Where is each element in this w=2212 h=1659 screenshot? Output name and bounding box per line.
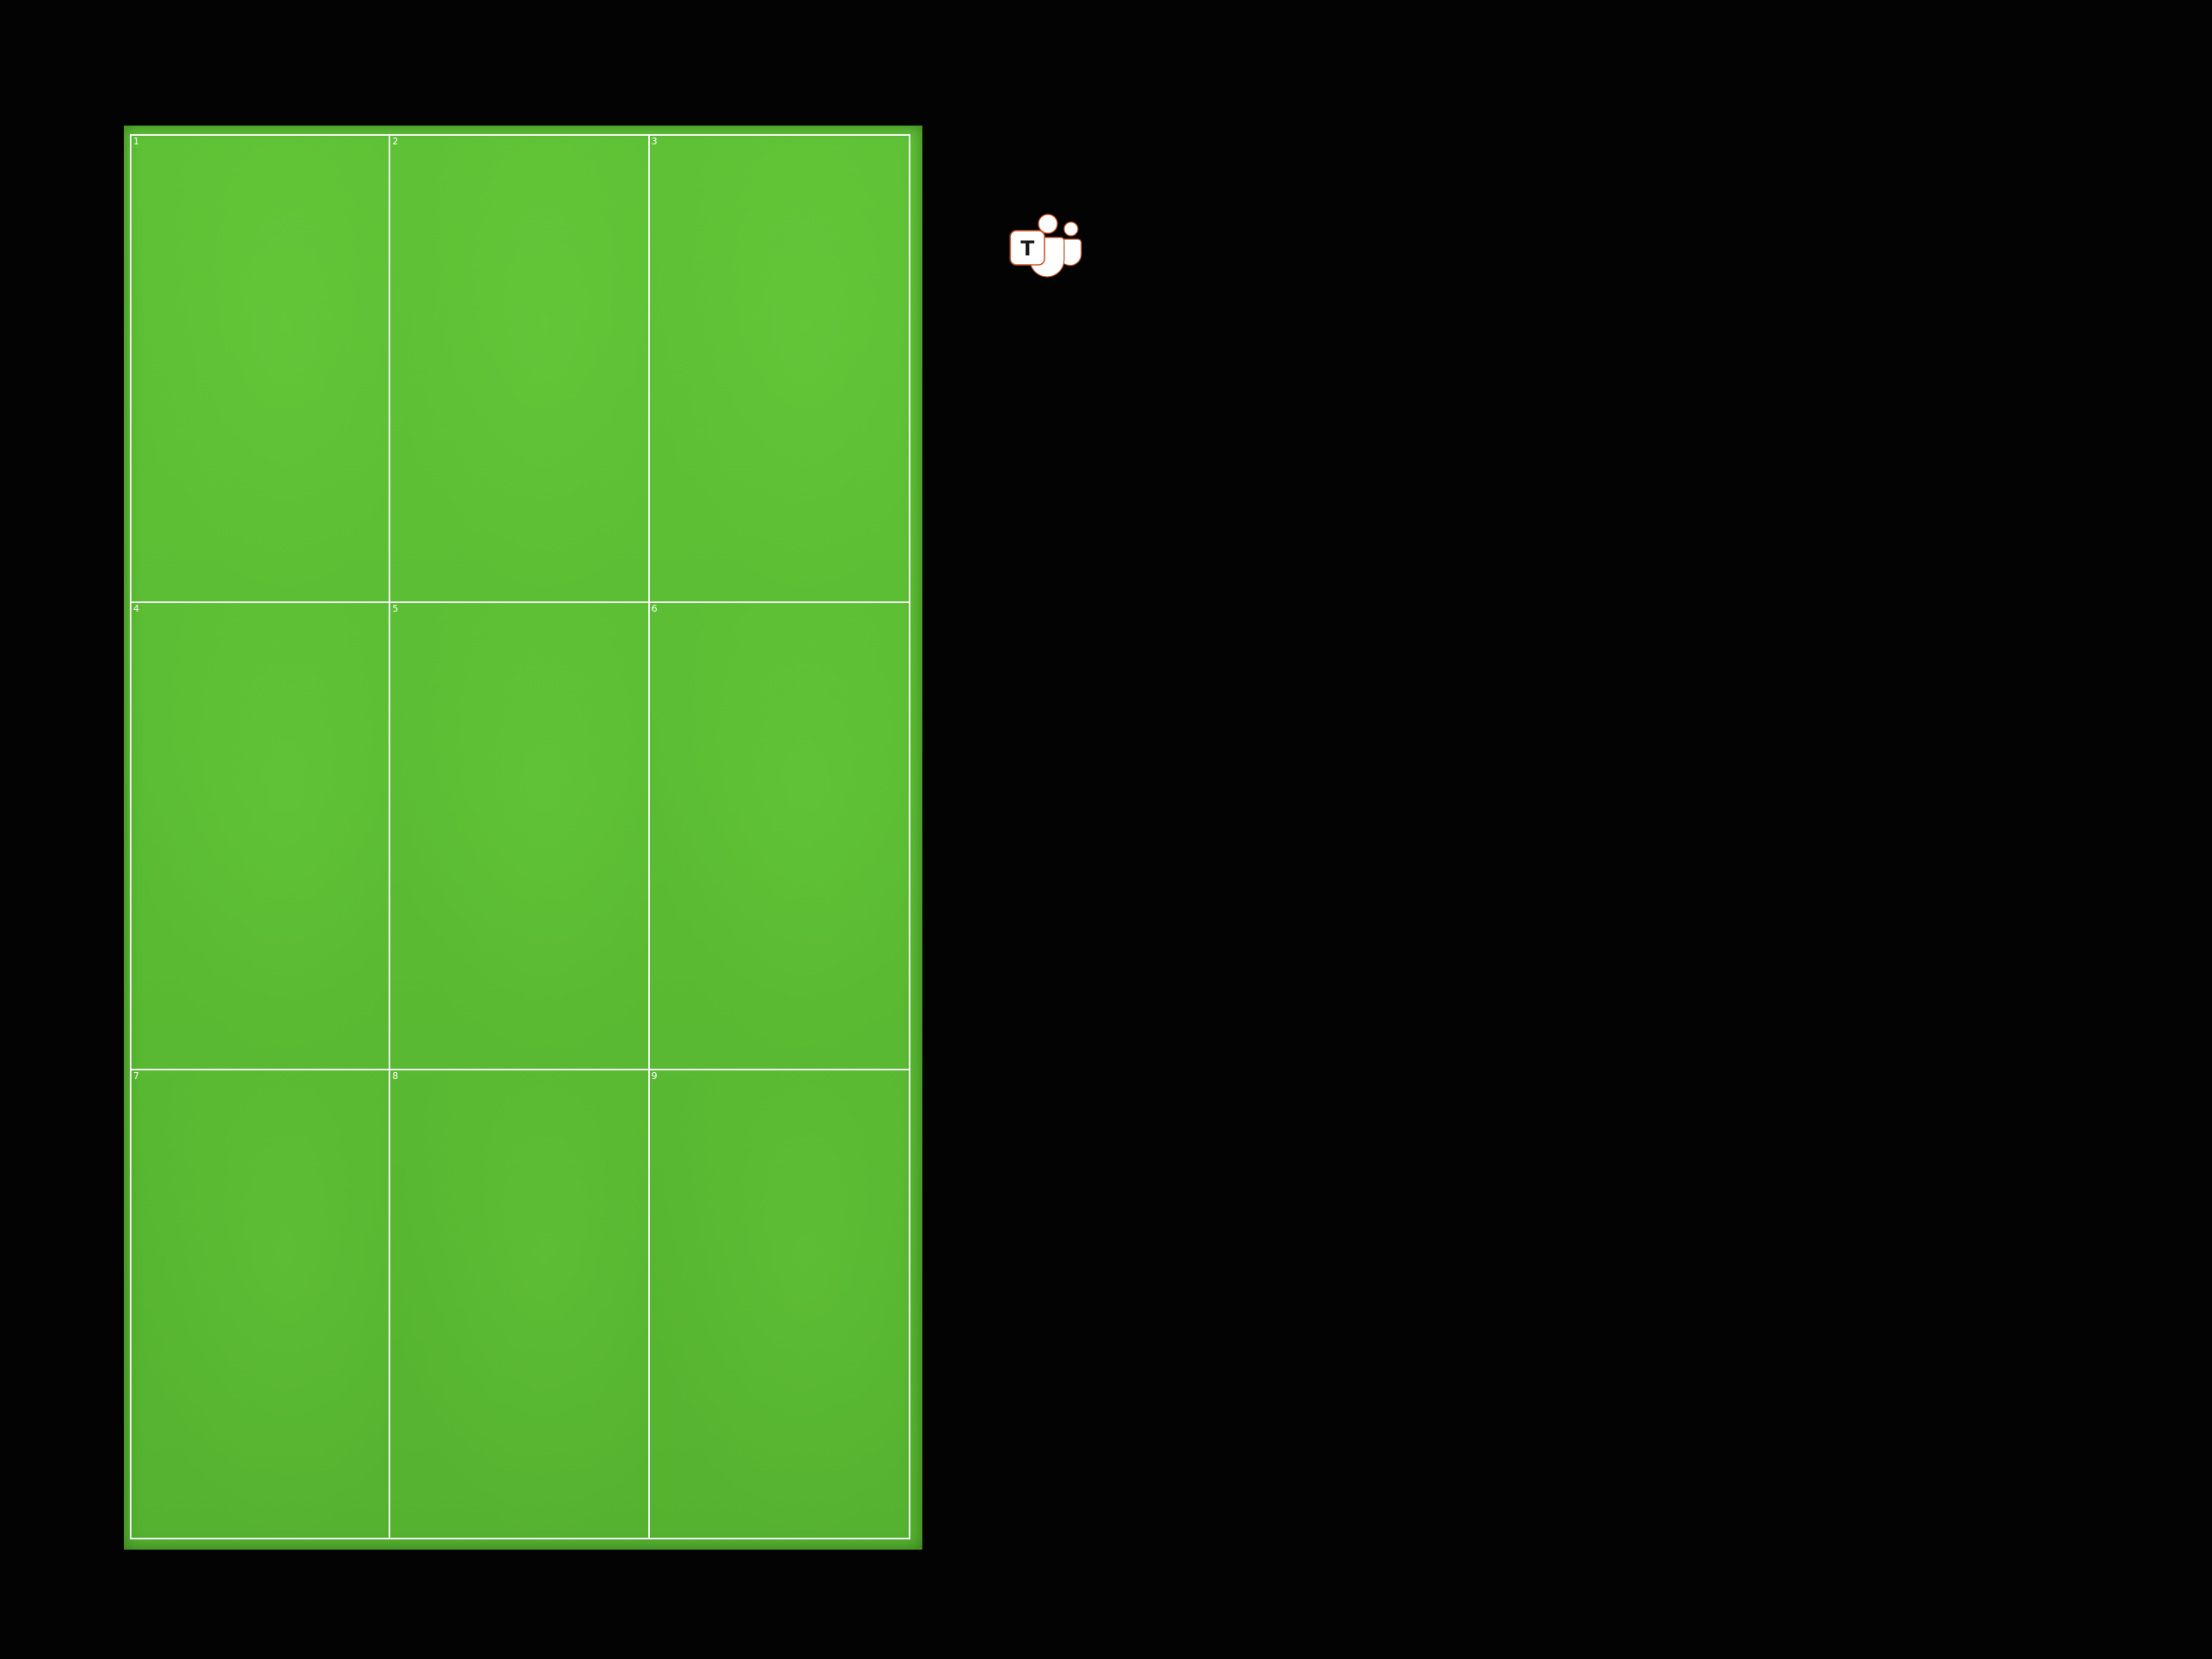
cell-number: 4 bbox=[133, 603, 139, 614]
grid-cell-7: 7 bbox=[132, 1070, 391, 1538]
nine-cell-grid: 1 2 3 4 5 6 7 8 9 bbox=[130, 134, 910, 1539]
grid-cell-2: 2 bbox=[390, 136, 650, 603]
cell-number: 6 bbox=[651, 603, 658, 614]
grid-cell-6: 6 bbox=[649, 603, 909, 1070]
cell-number: 9 bbox=[651, 1070, 658, 1082]
grid-cell-1: 1 bbox=[132, 136, 391, 603]
green-display-panel: 1 2 3 4 5 6 7 8 9 bbox=[124, 126, 922, 1550]
microsoft-teams-icon[interactable]: T bbox=[1008, 212, 1086, 285]
teams-letter: T bbox=[1021, 237, 1035, 261]
grid-cell-5: 5 bbox=[390, 603, 650, 1070]
grid-cell-8: 8 bbox=[390, 1070, 650, 1538]
cell-number: 7 bbox=[133, 1070, 139, 1082]
grid-cell-4: 4 bbox=[132, 603, 391, 1070]
cell-number: 5 bbox=[392, 603, 399, 614]
grid-cell-9: 9 bbox=[649, 1070, 909, 1538]
grid-cell-3: 3 bbox=[649, 136, 909, 603]
cell-number: 2 bbox=[392, 136, 399, 147]
cell-number: 3 bbox=[651, 136, 658, 147]
teams-logo-graphic: T bbox=[1009, 214, 1082, 278]
cell-number: 8 bbox=[392, 1070, 399, 1082]
cell-number: 1 bbox=[133, 136, 139, 147]
